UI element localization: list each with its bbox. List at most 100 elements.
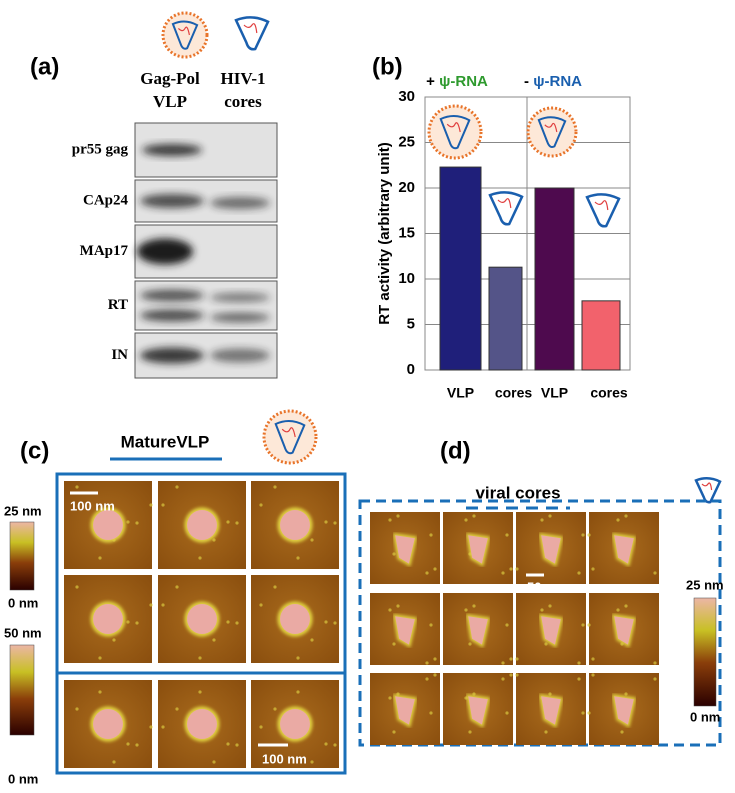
afm-speck [259, 725, 263, 729]
afm-speck [98, 556, 102, 560]
afm-speck [509, 567, 513, 571]
afm-speck [620, 730, 624, 734]
afm-speck [624, 604, 628, 608]
afm-speck [587, 533, 591, 537]
rna-icon [281, 427, 296, 438]
afm-speck [433, 567, 437, 571]
core-icon [171, 20, 199, 50]
particle [468, 535, 488, 564]
afm-speck [175, 585, 179, 589]
afm-speck [226, 620, 230, 624]
afm-speck [212, 538, 216, 542]
colorbar-label: 0 nm [8, 771, 38, 786]
x-tick-label: cores [590, 385, 628, 401]
afm-speck [212, 638, 216, 642]
scale-label: 50 nm [527, 579, 565, 594]
afm-speck [75, 585, 79, 589]
group-label: - ψ-RNA [524, 73, 582, 90]
panel-label: (b) [372, 53, 403, 80]
particle [187, 709, 217, 739]
afm-speck [509, 673, 513, 677]
band [140, 309, 204, 322]
afm-speck [540, 518, 544, 522]
afm-speck [429, 623, 433, 627]
afm-speck [126, 520, 130, 524]
column-header: cores [224, 92, 262, 111]
afm-speck [98, 690, 102, 694]
row-label: RT [108, 297, 128, 313]
afm-speck [396, 604, 400, 608]
afm-speck [548, 692, 552, 696]
afm-speck [624, 692, 628, 696]
afm-speck [75, 707, 79, 711]
afm-speck [581, 533, 585, 537]
bar [439, 166, 482, 371]
afm-speck [653, 661, 657, 665]
afm-speck [259, 503, 263, 507]
afm-speck [112, 760, 116, 764]
afm-speck [544, 730, 548, 734]
band [210, 348, 270, 363]
afm-speck [581, 623, 585, 627]
afm-speck [149, 603, 153, 607]
afm-speck [135, 521, 139, 525]
afm-speck [310, 760, 314, 764]
afm-speck [425, 661, 429, 665]
y-tick-label: 0 [407, 361, 415, 378]
afm-speck [616, 608, 620, 612]
band [137, 238, 193, 265]
bar [488, 266, 523, 371]
afm-speck [198, 656, 202, 660]
core-icon [274, 420, 306, 455]
afm-speck [653, 677, 657, 681]
afm-speck [509, 657, 513, 661]
afm-speck [548, 514, 552, 518]
afm-speck [515, 673, 519, 677]
afm-speck [392, 642, 396, 646]
particle [280, 709, 310, 739]
row-label: CAp24 [83, 192, 129, 208]
afm-speck [296, 656, 300, 660]
afm-speck [577, 571, 581, 575]
group-sign: + [426, 73, 435, 90]
afm-speck [392, 552, 396, 556]
afm-speck [333, 621, 337, 625]
vlp-icon [262, 409, 318, 465]
rna-icon [701, 482, 713, 491]
band [142, 144, 202, 156]
band [140, 194, 204, 208]
afm-speck [235, 621, 239, 625]
afm-speck [591, 567, 595, 571]
afm-speck [392, 730, 396, 734]
x-tick-label: cores [495, 385, 533, 401]
core-icon [234, 16, 270, 51]
rna-icon [243, 23, 258, 34]
afm-speck [425, 677, 429, 681]
column-header: HIV-1 [220, 69, 265, 88]
particle [468, 616, 488, 645]
colorbar-label: 25 nm [4, 503, 42, 518]
rna-icon [544, 122, 558, 133]
group-name: ψ-RNA [533, 73, 582, 90]
panel-title: MatureVLP [121, 432, 210, 451]
afm-speck [515, 567, 519, 571]
particle [541, 535, 561, 564]
afm-speck [544, 642, 548, 646]
afm-speck [505, 533, 509, 537]
afm-speck [616, 518, 620, 522]
colorbar [9, 521, 35, 591]
y-tick-label: 25 [398, 133, 415, 150]
afm-speck [273, 707, 277, 711]
afm-speck [591, 673, 595, 677]
afm-speck [198, 556, 202, 560]
afm-speck [161, 603, 165, 607]
afm-speck [324, 742, 328, 746]
vlp-icon [526, 106, 578, 158]
afm-speck [653, 571, 657, 575]
afm-speck [324, 620, 328, 624]
panel-label: (d) [440, 437, 471, 464]
afm-speck [472, 604, 476, 608]
afm-speck [468, 730, 472, 734]
blot [134, 280, 278, 331]
band [140, 289, 204, 302]
